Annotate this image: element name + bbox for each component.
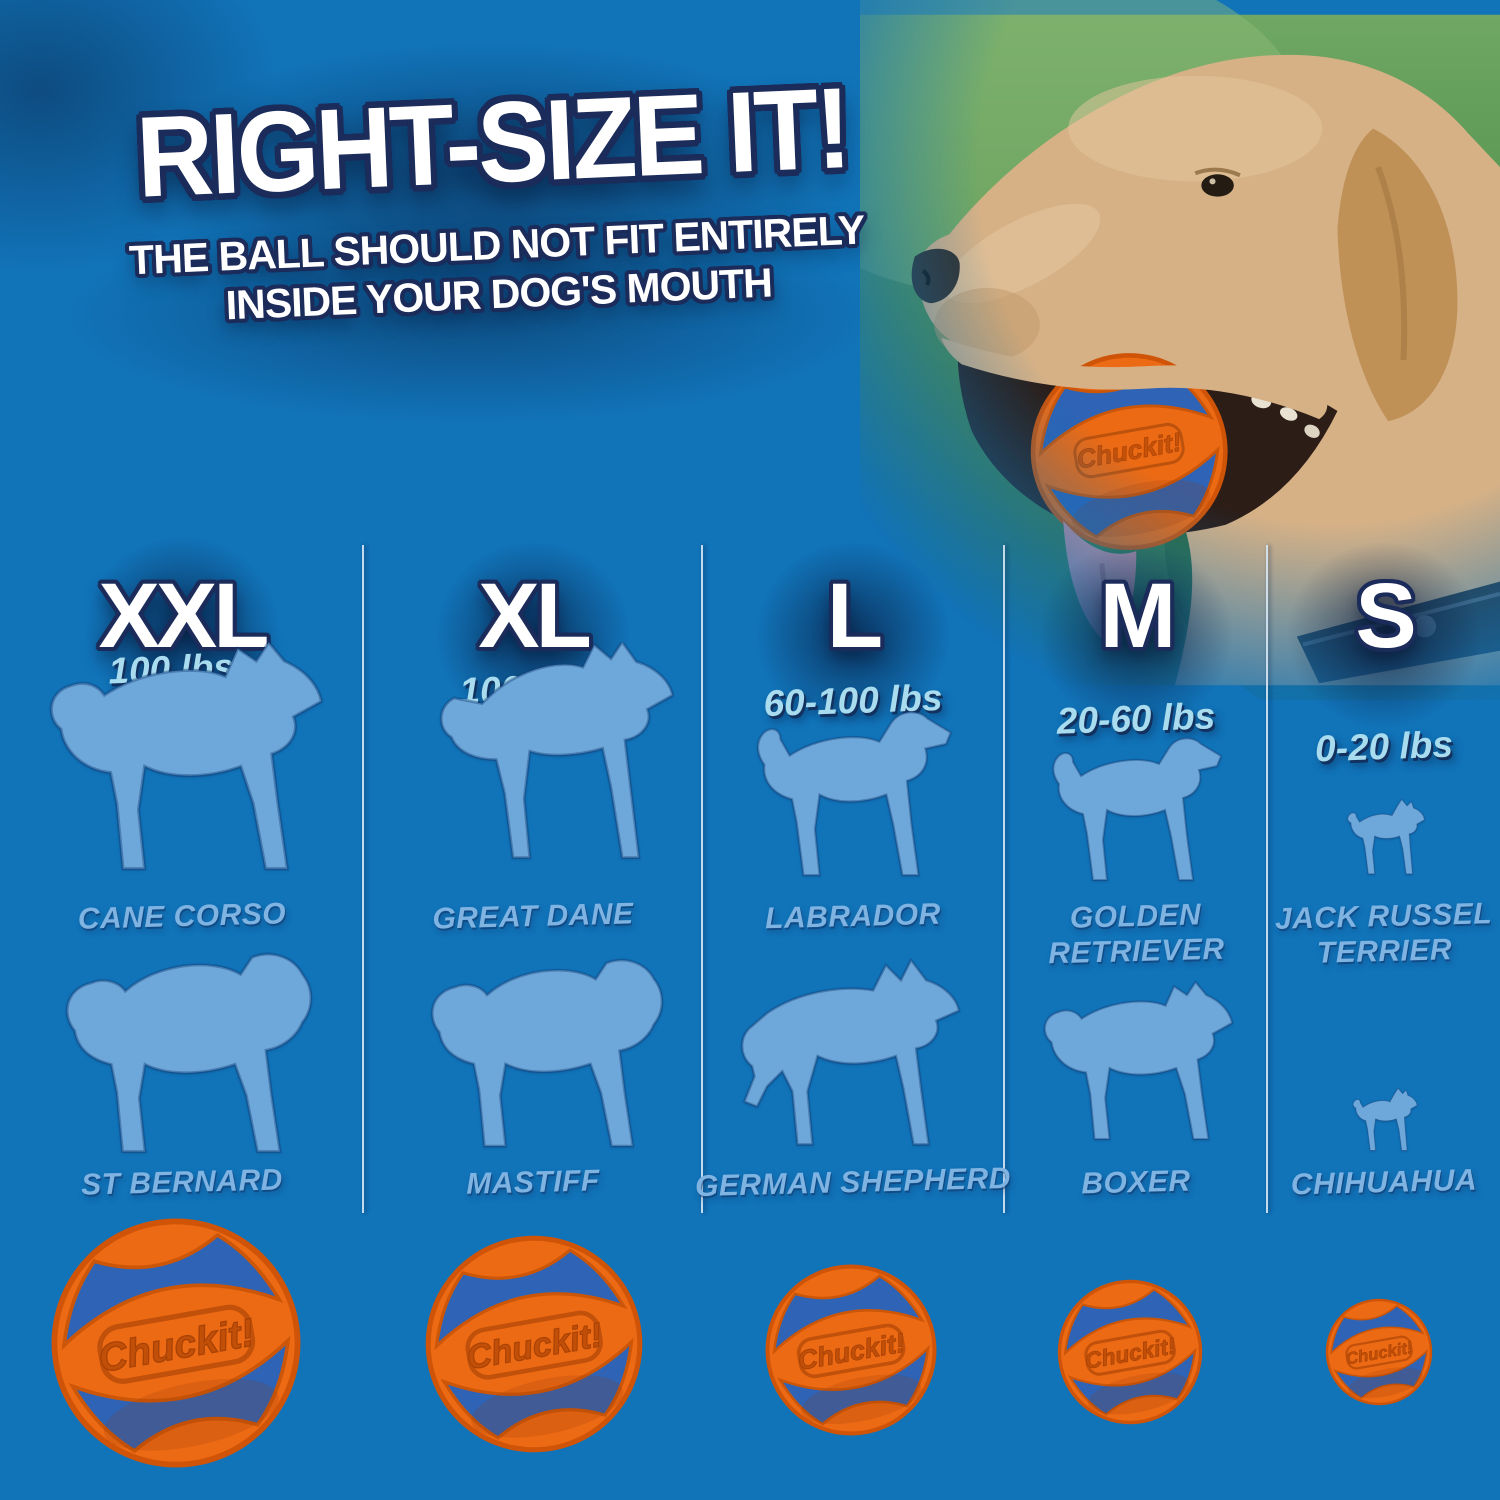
great-dane-silhouette	[415, 636, 695, 872]
breed-label-golden-retriever: GOLDEN RETRIEVER	[1047, 898, 1225, 970]
ball-m: Chuckit!	[1054, 1276, 1206, 1428]
breed-label-labrador: LABRADOR	[764, 897, 942, 936]
letter-glow	[1249, 505, 1500, 765]
size-label-xl: XL	[478, 565, 592, 667]
breed-label-mastiff: MASTIFF	[465, 1164, 601, 1201]
letter-glow	[718, 505, 988, 765]
labrador-silhouette	[742, 698, 980, 882]
ball-xl: Chuckit!	[420, 1230, 648, 1458]
breed-label-st-bernard: ST BERNARD	[80, 1163, 284, 1202]
size-label-s: S	[1355, 565, 1416, 667]
breed-label-jack-russel-terrier: JACK RUSSEL TERRIER	[1274, 897, 1493, 970]
dog-ear	[1337, 128, 1458, 422]
letter-glow	[1001, 505, 1271, 765]
column-divider	[1266, 545, 1268, 1213]
breed-label-boxer: BOXER	[1080, 1164, 1191, 1201]
ball-l: Chuckit!	[761, 1260, 941, 1440]
size-label-l: L	[826, 565, 883, 667]
size-label-xxl: XXL	[98, 565, 270, 667]
dog-nose	[911, 248, 960, 304]
dog-eye	[1194, 167, 1241, 197]
size-label-m: M	[1099, 565, 1177, 667]
breed-label-great-dane: GREAT DANE	[432, 897, 634, 936]
boxer-silhouette	[1030, 968, 1245, 1151]
german-shepherd-silhouette	[728, 950, 983, 1152]
column-divider	[362, 545, 364, 1213]
st-bernard-silhouette	[40, 935, 340, 1160]
column-divider	[1003, 545, 1005, 1213]
jack-russel-terrier-silhouette	[1338, 790, 1446, 880]
chihuahua-silhouette	[1344, 1082, 1436, 1154]
breed-label-german-shepherd: GERMAN SHEPHERD	[694, 1161, 1012, 1204]
ball-xxl: Chuckit!	[45, 1212, 307, 1474]
cane-corso-silhouette	[25, 630, 345, 878]
breed-label-cane-corso: CANE CORSO	[77, 897, 287, 936]
column-divider	[701, 545, 703, 1213]
weight-range-s: 0-20 lbs	[1314, 723, 1454, 770]
ball-s: Chuckit!	[1323, 1296, 1435, 1408]
breed-label-chihuahua: CHIHUAHUA	[1290, 1163, 1478, 1202]
golden-retriever-silhouette	[1040, 726, 1246, 886]
mastiff-silhouette	[408, 942, 688, 1154]
